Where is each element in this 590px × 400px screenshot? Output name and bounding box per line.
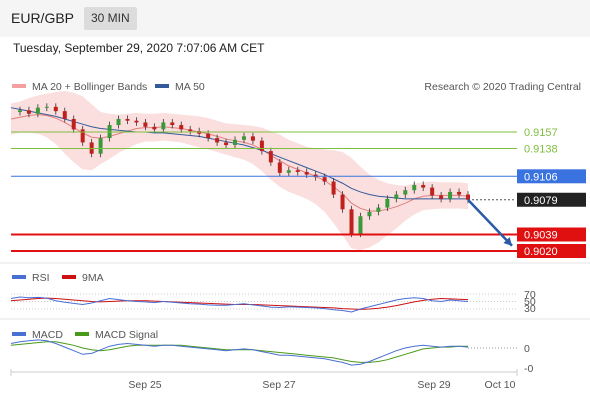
rsi-tick-50: 50 xyxy=(524,296,536,308)
rsi-ma-legend-label: 9MA xyxy=(82,272,104,284)
ma50-legend-swatch xyxy=(155,84,169,88)
level-label-3: 0.9079 xyxy=(524,195,558,207)
level-label-1: 0.9138 xyxy=(524,144,558,156)
macd-panel xyxy=(10,339,517,366)
level-box-3 xyxy=(517,192,586,207)
level-label-5: 0.9020 xyxy=(524,246,558,258)
bb-legend-swatch xyxy=(12,84,26,88)
bb-legend-label: MA 20 + Bollinger Bands xyxy=(32,81,147,93)
macd-legend-swatch xyxy=(12,332,26,336)
macd-signal-line xyxy=(10,341,468,363)
candle-body xyxy=(71,118,76,130)
datetime-label: Tuesday, September 29, 2020 7:07:06 AM C… xyxy=(13,41,265,55)
candle-body xyxy=(448,191,453,199)
candle-body xyxy=(403,190,408,195)
candle-body xyxy=(188,129,193,132)
header-bar: EUR/GBP 30 MIN xyxy=(0,0,590,37)
x-tick-sep29: Sep 29 xyxy=(417,379,450,391)
candle-body xyxy=(179,125,184,130)
rsi-line xyxy=(10,296,469,313)
candle-body xyxy=(259,140,264,152)
candle-body xyxy=(80,129,85,143)
candle-body xyxy=(421,184,426,188)
level-box-5 xyxy=(517,244,586,258)
candle-body xyxy=(358,216,363,234)
candle-body xyxy=(26,110,31,114)
candle-body xyxy=(304,171,309,175)
candle-body xyxy=(394,194,399,199)
ma50-legend-label: MA 50 xyxy=(175,81,205,93)
candle-body xyxy=(143,122,148,127)
projection-arrow-line xyxy=(467,198,513,247)
candle-body xyxy=(340,194,345,210)
candle-body xyxy=(98,138,103,154)
candle-body xyxy=(457,191,462,195)
rsi-legend-label: RSI xyxy=(32,272,50,284)
rsi-tick-30: 30 xyxy=(524,303,536,315)
rsi-ma-legend-swatch xyxy=(62,275,76,279)
rsi-legend-swatch xyxy=(12,275,26,279)
candle-body xyxy=(286,170,291,173)
bollinger-band-area xyxy=(11,91,468,251)
signal-legend-swatch xyxy=(75,332,89,336)
level-label-0: 0.9157 xyxy=(524,127,558,139)
candle-body xyxy=(134,120,139,123)
candle-body xyxy=(44,106,49,108)
x-tick-sep25: Sep 25 xyxy=(128,379,161,391)
candle-body xyxy=(295,170,300,172)
projection-arrow-head xyxy=(503,237,512,246)
macd-line xyxy=(10,339,469,366)
candle-body xyxy=(125,118,130,121)
symbol-title: EUR/GBP xyxy=(11,10,75,26)
level-box-4 xyxy=(517,227,586,242)
candle-body xyxy=(322,177,327,182)
rsi-tick-70: 70 xyxy=(524,289,536,301)
candle-body xyxy=(161,122,166,130)
candle-body xyxy=(233,139,238,146)
macd-legend-label: MACD xyxy=(32,329,63,341)
rsi-panel xyxy=(10,293,517,313)
candle-body xyxy=(170,122,175,126)
candle-body xyxy=(116,118,121,126)
level-box-2 xyxy=(517,169,586,184)
signal-legend-label: MACD Signal xyxy=(95,329,158,341)
ma50-line xyxy=(10,107,468,200)
credit-text: Research © 2020 Trading Central xyxy=(424,81,581,93)
candle-body xyxy=(224,142,229,146)
timeframe-button[interactable]: 30 MIN xyxy=(84,7,137,30)
macd-tick-neg: -0 xyxy=(524,363,533,375)
candle-body xyxy=(430,187,435,196)
candle-body xyxy=(152,126,157,130)
candle-body xyxy=(331,181,336,195)
candle-body xyxy=(466,194,470,200)
macd-tick-0: 0 xyxy=(524,343,530,355)
candle-body xyxy=(241,136,246,140)
candle-body xyxy=(439,195,444,199)
x-tick-oct10: Oct 10 xyxy=(485,379,516,391)
candle-body xyxy=(349,209,354,234)
candle-body xyxy=(367,211,372,217)
ma20-line xyxy=(10,114,469,212)
candle-body xyxy=(206,133,211,139)
candle-body xyxy=(17,110,22,113)
candle-body xyxy=(250,136,255,141)
candle-body xyxy=(53,106,58,112)
x-tick-sep27: Sep 27 xyxy=(262,379,295,391)
level-label-2: 0.9106 xyxy=(524,171,558,183)
candle-body xyxy=(376,207,381,212)
candle-body xyxy=(35,107,40,114)
level-label-4: 0.9039 xyxy=(524,229,558,241)
price-panel: 0.9157 0.9138 0.9106 0.9079 0.9039 0.9020 xyxy=(10,91,586,258)
candle-body xyxy=(277,162,282,173)
candle-body xyxy=(62,111,67,119)
candle-body xyxy=(215,138,220,143)
candle-body xyxy=(268,151,273,163)
candle-body xyxy=(412,184,417,191)
candle-body xyxy=(385,198,390,208)
